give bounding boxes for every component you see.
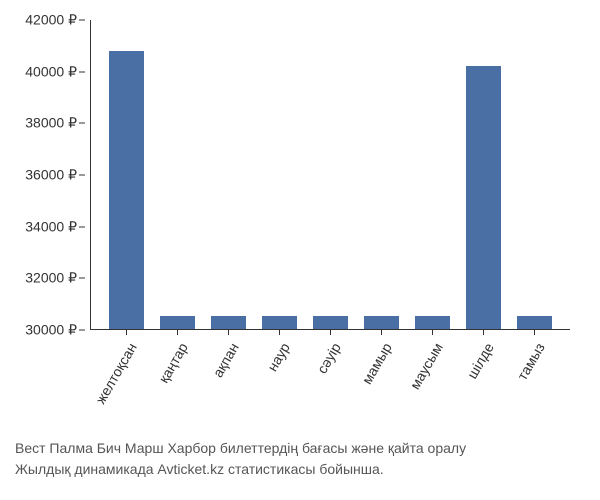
x-tick-label: шілде (464, 340, 497, 381)
x-label-slot: қаңтар (151, 335, 202, 425)
y-tick-mark (79, 175, 85, 176)
bar-slot (509, 20, 560, 329)
bar-slot (305, 20, 356, 329)
y-tick-label: 30000 ₽ (25, 322, 77, 339)
bar (109, 51, 145, 329)
x-tick-mark (483, 330, 484, 335)
x-tick-label: маусым (407, 340, 446, 392)
x-tick-label: ақпан (209, 340, 241, 380)
y-tick-mark (79, 278, 85, 279)
x-label-slot: наур (253, 335, 304, 425)
bar (517, 316, 553, 329)
y-tick-label: 42000 ₽ (25, 12, 77, 29)
y-tick-label: 38000 ₽ (25, 115, 77, 132)
x-tick-mark (279, 330, 280, 335)
y-tick-mark (79, 20, 85, 21)
bar (211, 316, 247, 329)
bar (262, 316, 298, 329)
x-tick-mark (177, 330, 178, 335)
x-tick-mark (381, 330, 382, 335)
x-tick-label: наур (264, 340, 293, 374)
x-tick-label: желтоқсан (92, 340, 140, 406)
bar-slot (407, 20, 458, 329)
bar (364, 316, 400, 329)
x-label-slot: тамыз (509, 335, 560, 425)
x-tick-mark (432, 330, 433, 335)
x-label-slot: ақпан (202, 335, 253, 425)
plot-area (90, 20, 570, 330)
x-label-slot: мамыр (356, 335, 407, 425)
bar (160, 316, 196, 329)
y-tick-label: 36000 ₽ (25, 167, 77, 184)
y-tick-label: 40000 ₽ (25, 63, 77, 80)
x-tick-label: сәуір (314, 340, 344, 376)
y-tick-label: 34000 ₽ (25, 218, 77, 235)
description-line-1: Вест Палма Бич Марш Харбор билеттердің б… (15, 438, 466, 459)
bar-slot (152, 20, 203, 329)
x-tick-label: тамыз (514, 340, 548, 383)
bar-slot (203, 20, 254, 329)
bars-container (91, 20, 570, 329)
x-label-slot: шілде (458, 335, 509, 425)
x-label-slot: сәуір (304, 335, 355, 425)
y-tick-label: 32000 ₽ (25, 270, 77, 287)
y-tick-mark (79, 123, 85, 124)
bar-slot (254, 20, 305, 329)
x-label-slot: маусым (407, 335, 458, 425)
x-tick-mark (126, 330, 127, 335)
chart-plot (90, 20, 570, 330)
x-tick-label: қаңтар (155, 340, 191, 386)
x-tick-mark (534, 330, 535, 335)
y-axis: 30000 ₽32000 ₽34000 ₽36000 ₽38000 ₽40000… (0, 20, 85, 330)
x-tick-label: мамыр (359, 340, 395, 387)
bar (415, 316, 451, 329)
x-axis-labels: желтоқсанқаңтарақпаннаурсәуірмамырмаусым… (90, 335, 570, 425)
y-tick-mark (79, 71, 85, 72)
chart-description: Вест Палма Бич Марш Харбор билеттердің б… (15, 438, 466, 480)
bar-slot (356, 20, 407, 329)
x-tick-mark (330, 330, 331, 335)
y-tick-mark (79, 330, 85, 331)
y-tick-mark (79, 226, 85, 227)
description-line-2: Жылдық динамикада Avticket.kz статистика… (15, 459, 466, 480)
bar (466, 66, 502, 329)
x-label-slot: желтоқсан (100, 335, 151, 425)
bar-slot (101, 20, 152, 329)
bar-slot (458, 20, 509, 329)
bar (313, 316, 349, 329)
x-tick-mark (228, 330, 229, 335)
